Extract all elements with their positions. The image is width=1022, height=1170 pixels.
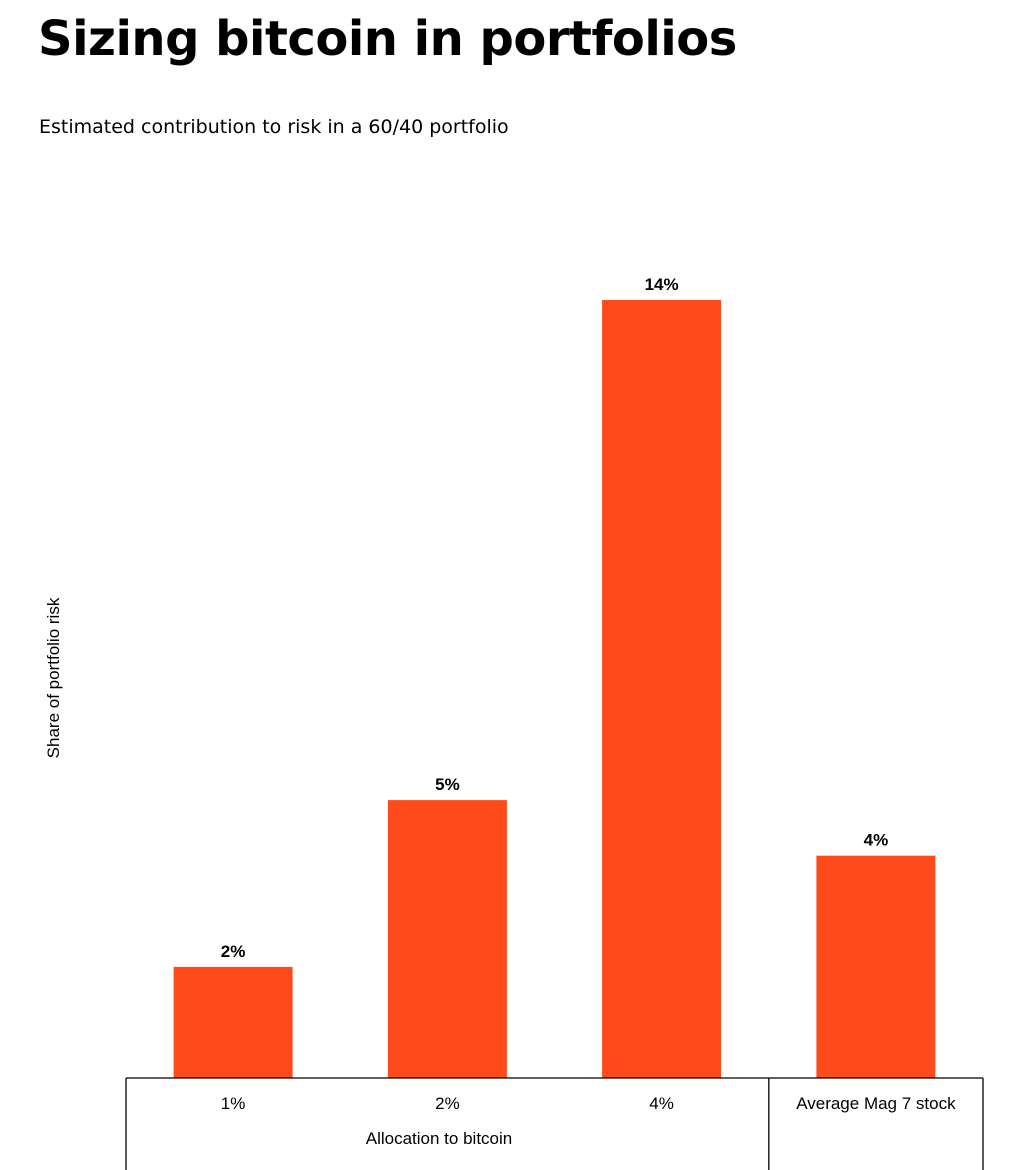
bar-4 (816, 855, 936, 1078)
chart-title: Sizing bitcoin in portfolios (38, 11, 737, 67)
bar-value-label: 5% (435, 775, 460, 794)
x-tick-label: Average Mag 7 stock (796, 1094, 956, 1113)
bar-3 (602, 300, 722, 1078)
bar-1 (173, 966, 293, 1078)
x-tick-label: 1% (221, 1094, 246, 1113)
chart-subtitle: Estimated contribution to risk in a 60/4… (39, 116, 509, 138)
bar-value-label: 4% (864, 831, 889, 850)
bar-value-label: 14% (645, 275, 679, 294)
bars-layer: 2% 5% 14% 4% (173, 275, 936, 1078)
x-tick-label: 4% (649, 1094, 674, 1113)
bar-2 (387, 800, 507, 1078)
y-axis-label: Share of portfolio risk (44, 597, 63, 758)
x-axis-label: Allocation to bitcoin (366, 1129, 512, 1148)
x-tick-label: 2% (435, 1094, 460, 1113)
x-axis-table: 1% 2% 4% Average Mag 7 stock (125, 1077, 984, 1170)
bar-value-label: 2% (221, 942, 246, 961)
